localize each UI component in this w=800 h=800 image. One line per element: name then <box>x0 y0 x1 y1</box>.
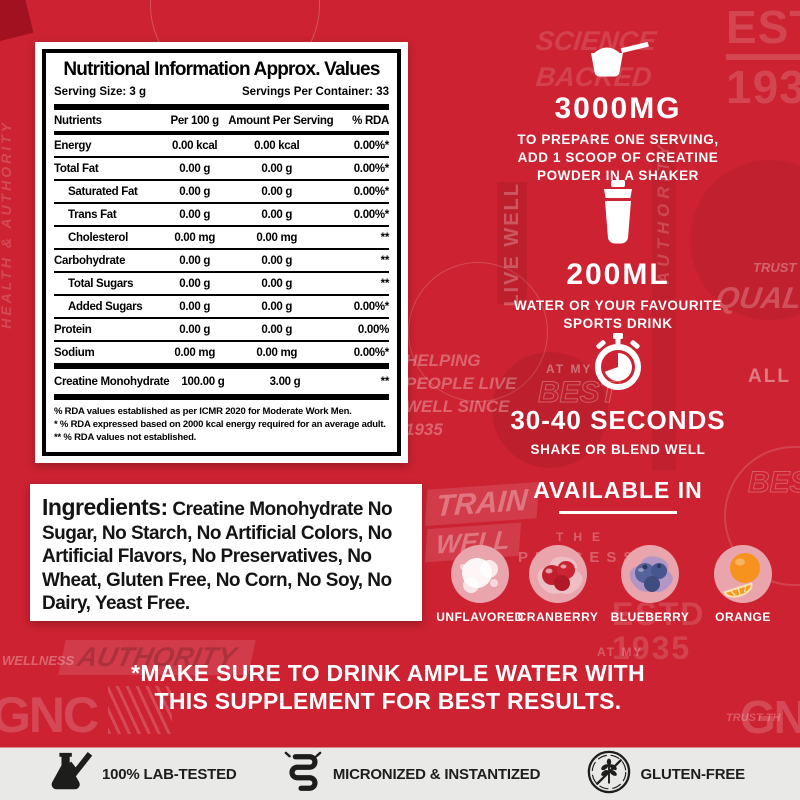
heading-underline <box>559 511 677 514</box>
flavor-label: CRANBERRY <box>517 610 599 624</box>
cranberry-icon <box>529 545 587 603</box>
ingredients-panel: Ingredients: Creatine Monohydrate No Sug… <box>30 484 422 621</box>
step-text: TO PREPARE ONE SERVING, ADD 1 SCOOP OF C… <box>517 132 719 184</box>
step-heading: 3000MG <box>554 92 682 125</box>
watermark-health-authority: HEALTH & AUTHORITY <box>0 120 14 329</box>
badge-label: MICRONIZED & INSTANTIZED <box>332 765 541 783</box>
table-footnotes: % RDA values established as per ICMR 202… <box>54 406 386 443</box>
watermark-at-my: AT MY <box>597 645 644 659</box>
scoop-icon <box>581 41 655 84</box>
nutrition-panel: Nutritional Information Approx. Values S… <box>35 42 408 464</box>
flavor-orange: ORANGE <box>699 545 787 624</box>
instruction-step-dose: 3000MG TO PREPARE ONE SERVING, ADD 1 SCO… <box>502 40 734 186</box>
watermark-helping-people: HELPING PEOPLE LIVE WELL SINCE 1935 <box>405 351 517 439</box>
table-header: Nutrients Per 100 g Amount Per Serving %… <box>54 110 389 135</box>
flavor-label: ORANGE <box>715 610 771 624</box>
instruction-step-shake: 30-40 SECONDS SHAKE OR BLEND WELL <box>502 333 734 459</box>
badge-gluten-free: GLUTEN-FREE <box>586 749 745 799</box>
watermark-gnc: GNC <box>0 687 99 743</box>
footer-bar: 100% LAB-TESTED MICRONIZED & INSTANTIZED <box>0 747 800 800</box>
badge-label: 100% LAB-TESTED <box>102 765 237 783</box>
step-heading: 200ML <box>566 258 670 291</box>
badge-lab-tested: 100% LAB-TESTED <box>43 750 237 798</box>
flavor-cranberry: CRANBERRY <box>514 545 602 624</box>
table-row-creatine: Creatine Monohydrate 100.00 g 3.00 g ** <box>54 369 389 400</box>
watermark-all: ALL <box>748 366 791 387</box>
watermark-the: THE <box>556 530 610 544</box>
badge-label: GLUTEN-FREE <box>640 765 746 783</box>
servings-per-container: Servings Per Container: 33 <box>242 86 389 98</box>
flavor-unflavored: UNFLAVORED <box>436 545 524 624</box>
stopwatch-icon <box>589 333 647 397</box>
watermark-trust: TRUST <box>753 260 797 275</box>
step-heading: 30-40 SECONDS <box>510 405 726 435</box>
intestine-icon <box>282 749 324 799</box>
lab-flask-check-icon <box>43 750 93 798</box>
available-in-heading: AVAILABLE IN <box>533 477 703 503</box>
ingredients-label: Ingredients: <box>42 494 168 520</box>
table-row: Saturated Fat 0.00 g 0.00 g 0.00%* <box>54 181 389 204</box>
watermark-best: BEST <box>747 466 800 500</box>
disclaimer-text: *MAKE SURE TO DRINK AMPLE WATER WITH THI… <box>131 660 645 714</box>
instruction-step-liquid: 200ML WATER OR YOUR FAVOURITE SPORTS DRI… <box>502 180 734 333</box>
blueberry-icon <box>621 545 679 603</box>
table-row: Total Fat 0.00 g 0.00 g 0.00%* <box>54 158 389 181</box>
table-row: Total Sugars 0.00 g 0.00 g ** <box>54 273 389 296</box>
gluten-free-icon <box>586 749 632 799</box>
watermark-gnc: GNC <box>740 691 800 743</box>
unflavored-splash-icon <box>451 545 509 603</box>
table-row: Sodium 0.00 mg 0.00 mg 0.00%* <box>54 342 389 369</box>
flavor-label: BLUEBERRY <box>610 610 690 624</box>
available-in-section: AVAILABLE IN <box>502 477 734 514</box>
watermark-trust-the: TRUST TH <box>726 712 781 724</box>
shaker-icon <box>591 180 645 250</box>
serving-size: Serving Size: 3 g <box>54 86 147 98</box>
corner-ribbon <box>0 0 34 42</box>
orange-icon <box>714 545 772 603</box>
table-row: Protein 0.00 g 0.00 g 0.00% <box>54 319 389 342</box>
step-text: SHAKE OR BLEND WELL <box>530 442 706 457</box>
step-text: WATER OR YOUR FAVOURITE SPORTS DRINK <box>513 298 723 332</box>
flavor-label: UNFLAVORED <box>436 610 524 624</box>
flavor-blueberry: BLUEBERRY <box>606 545 694 624</box>
watermark-estd-1935: ESTD 1935 <box>726 4 800 110</box>
watermark-wellness: WELLNESS <box>2 653 75 668</box>
nutrition-title: Nutritional Information Approx. Values <box>63 59 380 80</box>
table-row: Cholesterol 0.00 mg 0.00 mg ** <box>54 227 389 250</box>
table-row: Added Sugars 0.00 g 0.00 g 0.00%* <box>54 296 389 319</box>
table-row: Carbohydrate 0.00 g 0.00 g ** <box>54 250 389 273</box>
divider-bar <box>54 104 389 110</box>
table-row: Energy 0.00 kcal 0.00 kcal 0.00%* <box>54 135 389 158</box>
table-row: Trans Fat 0.00 g 0.00 g 0.00%* <box>54 204 389 227</box>
ingredients-text: Creatine Monohydrate No Sugar, No Starch… <box>42 499 393 615</box>
badge-micronized: MICRONIZED & INSTANTIZED <box>282 749 540 799</box>
